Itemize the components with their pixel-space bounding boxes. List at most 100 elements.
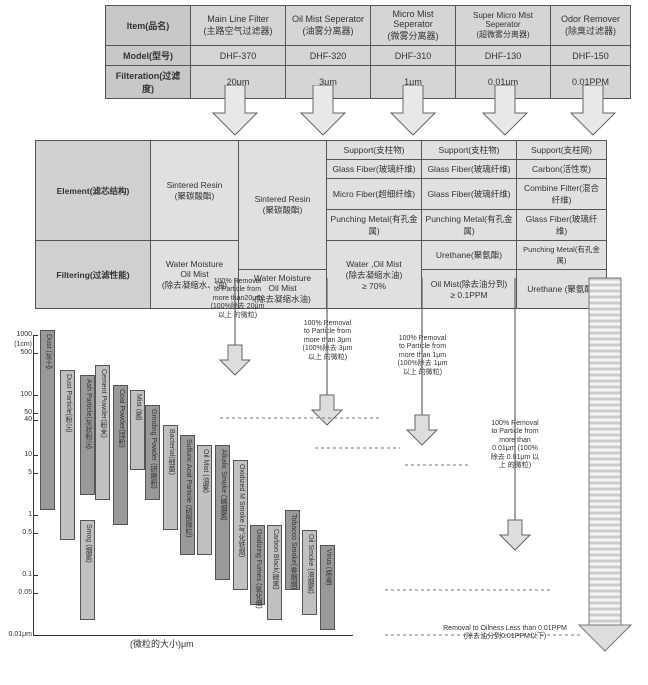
y-tick-mark [34, 593, 38, 594]
spec-model-1: DHF-320 [286, 46, 371, 66]
callout-4: 100% Removal to Particle from more than … [490, 420, 540, 470]
mid-el-c1: Sintered Resin (聚碳酸酯) [151, 141, 239, 241]
spec-header-filt: Filteration(过滤度) [106, 66, 191, 99]
y-tick-mark [34, 413, 38, 414]
mid-fl-c5a: Punching Metal(有孔金属) [517, 241, 607, 270]
particle-bar: Tobacco Smoke(香烟烟) [285, 510, 300, 590]
particle-bar: Sulfuric Acid Particle (硫酸微粒) [180, 435, 195, 555]
spec-item-1: Oil Mist Seperator (油雾分离器) [286, 6, 371, 46]
mid-el-c3-3: Punching Metal(有孔金属) [327, 210, 422, 241]
y-tick: 500 [7, 349, 32, 356]
mid-el-c5-3: Glass Fiber(玻璃纤维) [517, 210, 607, 241]
spec-header-model: Model(型号) [106, 46, 191, 66]
mid-el-c4-0: Support(支柱物) [422, 141, 517, 160]
spec-model-4: DHF-150 [551, 46, 631, 66]
particle-bar-label: Coal Powder(煤粉) [116, 389, 126, 448]
y-tick-mark [34, 420, 38, 421]
particle-bar-label: Ash Particle(灰状粉尘) [83, 379, 93, 449]
spec-item-3: Super Micro Mist Seperator (超微雾分离器) [456, 6, 551, 46]
y-tick-mark [34, 473, 38, 474]
y-tick: 1000 [7, 331, 32, 338]
particle-bar: Oxidizing Fumes (氧化烟) [250, 525, 265, 605]
mid-fl-c4a: Urethane(聚氨酯) [422, 241, 517, 270]
top-arrows [195, 85, 635, 140]
y-tick: 0.01μm [7, 631, 32, 638]
mid-el-c3-1: Glass Fiber(玻璃纤维) [327, 160, 422, 179]
mid-el-c4-3: Punching Metal(有孔金属) [422, 210, 517, 241]
mid-table: Element(滤芯结构) Sintered Resin (聚碳酸酯) Sint… [35, 140, 607, 309]
spec-header-item: Item(品名) [106, 6, 191, 46]
particle-bar: Smog (烟雾) [80, 520, 95, 620]
particle-bar-label: Virus (病毒) [323, 549, 333, 585]
y-tick: 0.1 [7, 571, 32, 578]
y-axis: 1000(1cm)500100504010510.50.10.050.01μm [33, 335, 34, 635]
y-tick-mark [34, 533, 38, 534]
mid-el-c2: Sintered Resin (聚碳酸酯) [239, 141, 327, 270]
spec-model-2: DHF-310 [371, 46, 456, 66]
mid-el-c5-1: Carbon(活性炭) [517, 160, 607, 179]
y-tick: 10 [7, 451, 32, 458]
y-tick-mark [34, 395, 38, 396]
particle-bar-label: Cement Powder(粉末) [98, 369, 108, 438]
spec-model-0: DHF-370 [191, 46, 286, 66]
y-tick-mark [34, 575, 38, 576]
particle-bar: Bacterial(细菌) [163, 425, 178, 530]
spec-item-4: Odor Remover (除臭过滤器) [551, 6, 631, 46]
y-tick: 50 [7, 409, 32, 416]
mid-filtering-label: Filtering(过滤性能) [36, 241, 151, 309]
mid-el-c4-1: Glass Fiber(玻璃纤维) [422, 160, 517, 179]
y-tick: 100 [7, 391, 32, 398]
particle-bar-label: Bacterial(细菌) [166, 429, 176, 475]
mid-fl-c3: Water ,Oil Mist (除去凝缩水油) ≥ 70% [327, 241, 422, 309]
particle-bar: Oxidized M Smoke (气化铁烟) [233, 460, 248, 590]
mid-fl-c4b: Oil Mist(除去油分到) ≥ 0.1PPM [422, 270, 517, 309]
mid-el-c3-0: Support(支柱物) [327, 141, 422, 160]
y-tick: 5 [7, 469, 32, 476]
particle-bar: Cement Powder(粉末) [95, 365, 110, 500]
spec-item-2: Micro Mist Seperator (微雾分离器) [371, 6, 456, 46]
y-tick: 1 [7, 511, 32, 518]
particle-bar-label: Dust Particle(粉尘) [63, 374, 73, 432]
callout-odor: Removal to Oilness Less than 0.01PPM (除去… [440, 625, 570, 642]
particle-bar: Dust (灰土) [40, 330, 55, 510]
mid-el-c3-2: Micro Fiber(超细纤维) [327, 179, 422, 210]
y-tick-mark [34, 455, 38, 456]
spec-item-0: Main Line Filter (主路空气过滤器) [191, 6, 286, 46]
mid-el-c5-2: Combine Filter(混合纤维) [517, 179, 607, 210]
particle-bar: Mist (雾) [130, 390, 145, 470]
particle-bar: Grinding Powder (研磨粉) [145, 405, 160, 500]
particle-bar-label: Oxidizing Fumes (氧化烟) [253, 529, 263, 609]
y-tick: 0.05 [7, 589, 32, 596]
particle-bar-label: Smog (烟雾) [83, 524, 93, 563]
particle-bar: Dust Particle(粉尘) [60, 370, 75, 540]
particle-bar: Oil Smoke (油烟雾) [302, 530, 317, 615]
particle-bar: Oil Mist (油雾) [197, 445, 212, 555]
mid-element-label: Element(滤芯结构) [36, 141, 151, 241]
particle-bar: Carbon Black(碳黑) [267, 525, 282, 620]
y-tick: 0.5 [7, 529, 32, 536]
y-tick-mark [34, 353, 38, 354]
particle-bar: Ash Particle(灰状粉尘) [80, 375, 95, 495]
particle-bar: Coal Powder(煤粉) [113, 385, 128, 525]
mid-el-c5-0: Support(支柱网) [517, 141, 607, 160]
mid-el-c4-2: Glass Fiber(玻璃纤维) [422, 179, 517, 210]
callout-1: 100% Removal to Particle from more than2… [210, 278, 265, 320]
diagram-root: Item(品名) Main Line Filter (主路空气过滤器) Oil … [0, 0, 648, 685]
particle-bar-label: Oil Smoke (油烟雾) [305, 534, 315, 594]
particle-bar-label: Dust (灰土) [43, 334, 53, 369]
mid-fl-c5b: Urethane (聚氨酯) [517, 270, 607, 309]
y-tick: 40 [7, 416, 32, 423]
x-axis-label: (微粒的大小)μm [130, 637, 194, 650]
particle-bar-label: Carbon Black(碳黑) [270, 529, 280, 590]
particle-bar: Virus (病毒) [320, 545, 335, 630]
x-axis-line [33, 635, 353, 636]
particle-bar-label: Sulfuric Acid Particle (硫酸微粒) [183, 439, 193, 537]
particle-bar: Alkalic Smoke (碱烟雾) [215, 445, 230, 580]
y-tick-mark [34, 515, 38, 516]
particle-bar-label: Oil Mist (油雾) [200, 449, 210, 493]
particle-bar-label: Mist (雾) [133, 394, 143, 420]
particle-bar-label: Alkalic Smoke (碱烟雾) [218, 449, 228, 521]
y-tick-sub: (1cm) [7, 341, 32, 348]
particle-chart: 1000(1cm)500100504010510.50.10.050.01μm … [5, 330, 405, 670]
particle-bar-label: Tobacco Smoke(香烟烟) [288, 514, 298, 589]
